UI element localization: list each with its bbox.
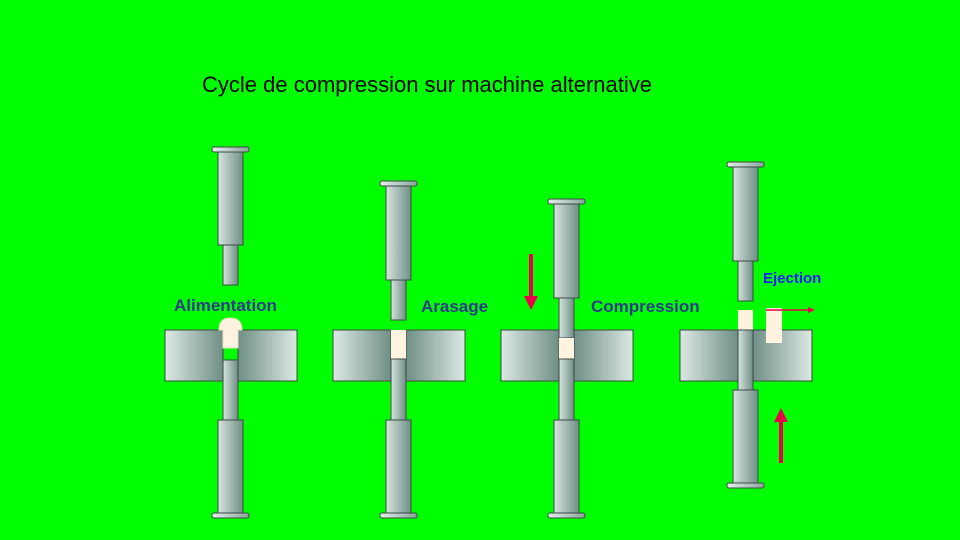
lower-punch-body	[385, 419, 412, 514]
die-right	[237, 329, 298, 382]
upper-punch-cap	[211, 146, 250, 153]
lower-punch-tip	[558, 358, 575, 421]
upper-punch-tip	[390, 279, 407, 321]
right-arrow-icon	[766, 307, 815, 313]
upper-punch-cap	[726, 161, 765, 168]
upper-punch-body	[217, 151, 244, 246]
label-ejection: Ejection	[763, 270, 822, 287]
upper-punch-cap	[547, 198, 586, 205]
die-right	[752, 329, 813, 382]
station-compression	[500, 198, 634, 519]
lower-punch-cap	[547, 512, 586, 519]
upper-punch-tip	[558, 297, 575, 339]
tablet-pushed-away	[766, 308, 782, 343]
lower-punch-body	[553, 419, 580, 514]
die-left	[500, 329, 560, 382]
upper-punch-body	[553, 203, 580, 299]
down-arrow-icon	[524, 254, 538, 310]
up-arrow-icon	[774, 408, 788, 463]
lower-punch-cap	[379, 512, 418, 519]
station-alimentation	[164, 146, 298, 519]
lower-punch-body	[732, 389, 759, 484]
station-ejection	[679, 161, 815, 489]
upper-punch-body	[732, 166, 759, 262]
lower-punch-tip	[737, 329, 754, 391]
station-arasage	[332, 180, 466, 519]
upper-punch-tip	[222, 244, 239, 286]
upper-punch-cap	[379, 180, 418, 187]
label-alimentation: Alimentation	[174, 296, 277, 315]
lower-punch-cap	[726, 482, 765, 489]
label-compression: Compression	[591, 297, 700, 316]
lower-punch-tip	[222, 359, 239, 421]
powder-fill	[218, 317, 243, 349]
lower-punch-cap	[211, 512, 250, 519]
ejected-tablet	[738, 310, 753, 330]
die-right	[405, 329, 466, 382]
compressed-tablet	[559, 338, 574, 359]
die-left	[332, 329, 392, 382]
die-left	[164, 329, 224, 382]
powder-leveled	[391, 330, 406, 359]
upper-punch-tip	[737, 260, 754, 302]
die-left	[679, 329, 739, 382]
lower-punch-tip	[390, 358, 407, 421]
label-arasage: Arasage	[421, 297, 489, 316]
diagram-title: Cycle de compression sur machine alterna…	[202, 72, 652, 97]
die-right	[573, 329, 634, 382]
upper-punch-body	[385, 185, 412, 281]
lower-punch-body	[217, 419, 244, 514]
